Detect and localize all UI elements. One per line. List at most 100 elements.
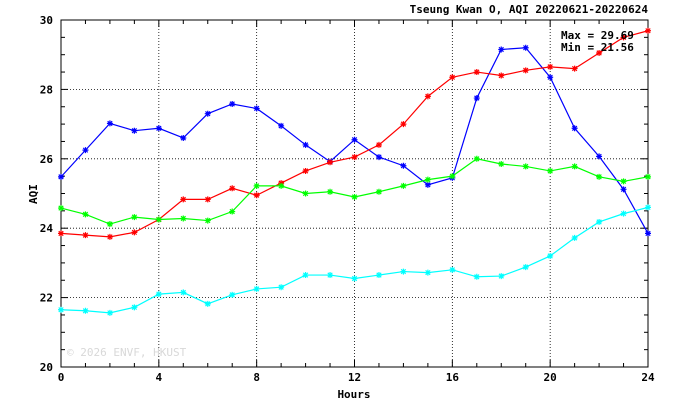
data-point-marker <box>645 173 651 180</box>
y-tick-label: 22 <box>40 292 53 305</box>
data-point-marker <box>253 182 260 189</box>
data-point-marker <box>82 211 89 218</box>
data-point-marker <box>204 196 211 203</box>
copyright-watermark: © 2026 ENVF, HKUST <box>67 346 187 359</box>
data-point-marker <box>229 291 236 298</box>
y-tick-label: 26 <box>40 153 54 166</box>
data-point-marker <box>645 27 651 34</box>
y-axis-label: AQI <box>27 184 40 204</box>
data-point-marker <box>522 264 529 271</box>
data-point-marker <box>302 272 309 279</box>
data-point-marker <box>229 208 236 215</box>
x-tick-label: 20 <box>544 371 557 384</box>
data-point-marker <box>302 190 309 197</box>
data-point-marker <box>449 266 456 273</box>
data-point-marker <box>131 214 138 221</box>
data-point-marker <box>424 269 431 276</box>
data-point-marker <box>351 193 358 200</box>
data-point-marker <box>424 181 431 188</box>
data-point-marker <box>498 273 505 280</box>
data-point-marker <box>449 173 456 180</box>
x-tick-label: 24 <box>641 371 655 384</box>
data-point-marker <box>131 304 138 311</box>
x-tick-label: 12 <box>348 371 361 384</box>
data-point-marker <box>58 306 64 313</box>
data-point-marker <box>58 173 64 180</box>
y-tick-label: 28 <box>40 83 53 96</box>
data-point-marker <box>645 230 651 237</box>
data-point-marker <box>302 141 309 148</box>
grid-lines <box>61 20 648 367</box>
data-point-marker <box>473 95 480 102</box>
data-point-marker <box>596 173 603 180</box>
data-point-marker <box>375 272 382 279</box>
data-point-marker <box>155 291 162 298</box>
data-point-marker <box>620 34 627 41</box>
data-point-marker <box>155 125 162 132</box>
y-tick-label: 20 <box>40 361 53 374</box>
data-point-marker <box>522 44 529 51</box>
data-point-marker <box>473 69 480 76</box>
data-point-marker <box>278 182 285 189</box>
data-point-marker <box>498 72 505 79</box>
data-point-marker <box>375 141 382 148</box>
data-point-marker <box>302 167 309 174</box>
data-point-marker <box>375 154 382 161</box>
data-point-marker <box>596 153 603 160</box>
x-axis-label: Hours <box>337 388 370 401</box>
data-point-marker <box>449 74 456 81</box>
data-point-marker <box>351 275 358 282</box>
data-point-marker <box>278 284 285 291</box>
data-point-marker <box>547 167 554 174</box>
data-point-marker <box>204 110 211 117</box>
data-point-marker <box>180 134 187 141</box>
data-point-marker <box>498 46 505 53</box>
data-point-marker <box>498 161 505 168</box>
plot-frame <box>60 19 649 368</box>
data-point-marker <box>620 210 627 217</box>
series-line <box>60 30 649 238</box>
max-value-annotation: Max = 29.69 <box>561 29 634 42</box>
data-point-marker <box>327 188 334 195</box>
data-point-marker <box>424 93 431 100</box>
data-point-marker <box>400 268 407 275</box>
data-point-marker <box>253 105 260 112</box>
data-point-marker <box>180 215 187 222</box>
data-point-marker <box>596 49 603 56</box>
data-point-marker <box>131 127 138 134</box>
data-point-marker <box>229 100 236 107</box>
data-point-marker <box>571 234 578 241</box>
data-point-marker <box>106 120 113 127</box>
data-point-marker <box>571 65 578 72</box>
data-point-marker <box>375 188 382 195</box>
data-point-marker <box>547 74 554 81</box>
y-tick-label: 24 <box>40 222 54 235</box>
data-point-marker <box>547 252 554 259</box>
data-point-marker <box>131 229 138 236</box>
data-point-marker <box>82 232 89 239</box>
data-point-marker <box>424 176 431 183</box>
x-tick-label: 4 <box>156 371 163 384</box>
data-point-marker <box>253 285 260 292</box>
data-point-marker <box>327 159 334 166</box>
data-point-marker <box>351 154 358 161</box>
data-point-marker <box>106 233 113 240</box>
chart-title: Tseung Kwan O, AQI 20220621-20220624 <box>410 3 649 16</box>
data-point-marker <box>106 221 113 228</box>
data-point-marker <box>155 216 162 223</box>
data-point-marker <box>253 192 260 199</box>
data-point-marker <box>204 300 211 307</box>
data-point-marker <box>351 136 358 143</box>
x-tick-label: 0 <box>58 371 65 384</box>
data-point-marker <box>58 230 64 237</box>
data-point-marker <box>82 147 89 154</box>
data-point-marker <box>58 205 64 212</box>
data-point-marker <box>620 178 627 185</box>
data-point-marker <box>180 196 187 203</box>
data-point-marker <box>571 163 578 170</box>
data-point-marker <box>547 63 554 70</box>
data-point-marker <box>400 162 407 169</box>
data-point-marker <box>400 121 407 128</box>
data-point-marker <box>522 163 529 170</box>
